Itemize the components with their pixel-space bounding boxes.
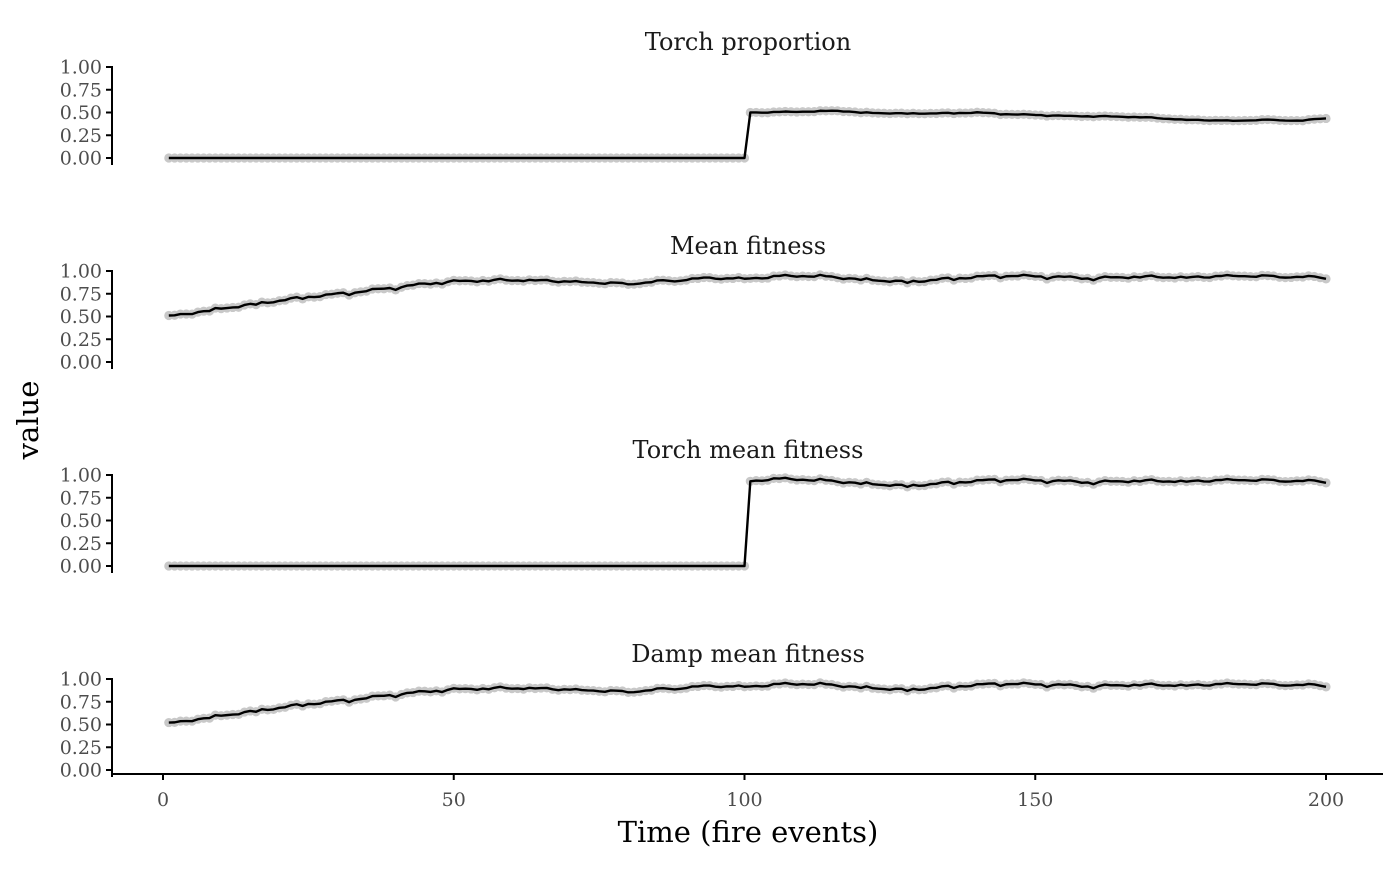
y-tick-label: 0.75 <box>60 691 102 713</box>
y-tick-label: 0.75 <box>60 283 102 305</box>
y-tick-label: 0.25 <box>60 533 102 555</box>
facet-panel: Mean fitness 0.000.250.500.751.00 <box>60 232 1331 374</box>
y-tick-label: 0.75 <box>60 487 102 509</box>
y-tick-label: 1.00 <box>60 57 102 79</box>
y-tick-label: 0.25 <box>60 125 102 147</box>
y-tick-label: 0.25 <box>60 737 102 759</box>
y-tick-label: 0.00 <box>60 352 102 374</box>
series-line <box>168 273 1327 317</box>
panel-title: Torch proportion <box>645 28 851 56</box>
series-line <box>168 109 1327 160</box>
panel-title: Damp mean fitness <box>631 640 865 668</box>
facet-panel: Damp mean fitness 0.000.250.500.751.00 <box>60 640 1331 782</box>
y-tick-label: 0.00 <box>60 556 102 578</box>
panel-title: Torch mean fitness <box>633 436 864 464</box>
y-tick-label: 1.00 <box>60 261 102 283</box>
y-tick-label: 0.50 <box>60 510 102 532</box>
x-tick-label: 50 <box>442 789 466 811</box>
panel-title: Mean fitness <box>670 232 826 260</box>
y-tick-label: 0.00 <box>60 148 102 170</box>
y-tick-label: 0.75 <box>60 79 102 101</box>
facet-panel: Torch mean fitness 0.000.250.500.751.00 <box>60 436 1331 578</box>
y-tick-label: 1.00 <box>60 465 102 487</box>
y-tick-label: 0.50 <box>60 714 102 736</box>
x-axis-title: Time (fire events) <box>618 815 879 849</box>
y-tick-label: 0.50 <box>60 102 102 124</box>
y-tick-label: 0.00 <box>60 760 102 782</box>
x-tick-label: 150 <box>1017 789 1053 811</box>
y-tick-label: 1.00 <box>60 669 102 691</box>
series-line <box>168 681 1327 724</box>
facet-panel: Torch proportion 0.000.250.500.751.00 <box>60 28 1331 170</box>
x-tick-label: 200 <box>1308 789 1344 811</box>
y-tick-label: 0.25 <box>60 329 102 351</box>
series-line <box>168 476 1327 568</box>
y-axis-title: value <box>11 381 45 461</box>
x-tick-label: 100 <box>726 789 762 811</box>
x-tick-label: 0 <box>157 789 169 811</box>
y-tick-label: 0.50 <box>60 306 102 328</box>
